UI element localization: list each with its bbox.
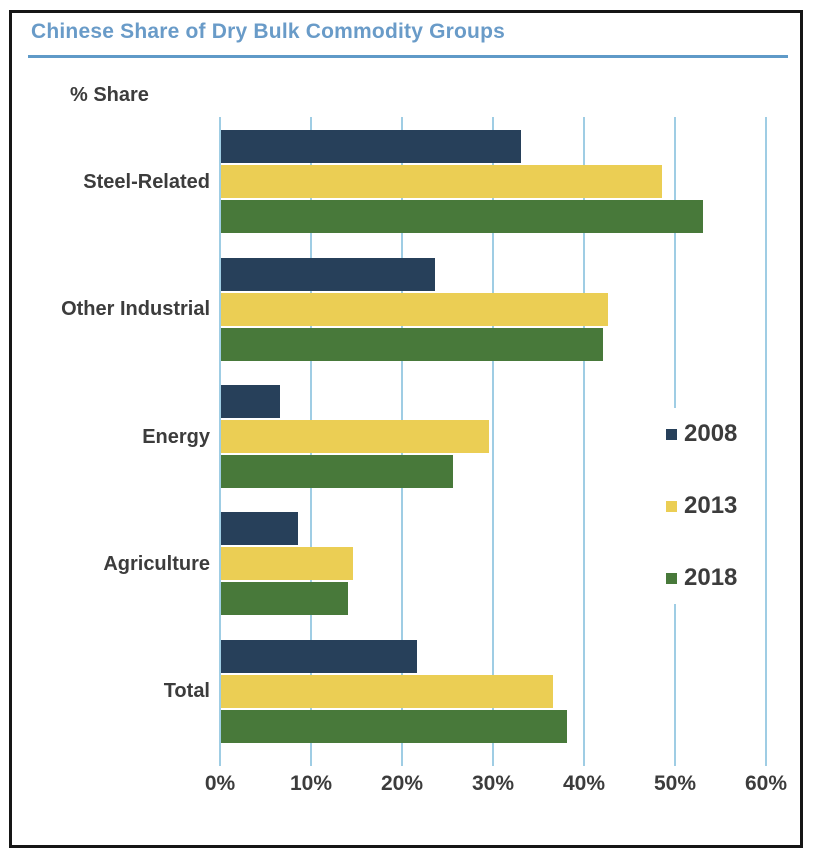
- legend-item-2018: 2018: [646, 566, 764, 590]
- bar-2018-other-industrial: [221, 327, 604, 361]
- x-tick-label: 30%: [471, 772, 515, 795]
- bar-2008-steel-related: [221, 130, 522, 164]
- legend-label-2008: 2008: [684, 420, 738, 447]
- bar-2013-steel-related: [221, 165, 663, 199]
- gridline-40%: [583, 117, 585, 766]
- legend-swatch-2013: [666, 500, 677, 512]
- legend-label-2013: 2013: [684, 492, 738, 519]
- x-tick-label: 20%: [380, 772, 424, 795]
- x-tick-label: 40%: [562, 772, 606, 795]
- legend-swatch-2018: [666, 572, 677, 584]
- category-label-total: Total: [163, 680, 210, 703]
- category-label-steel-related: Steel-Related: [83, 170, 210, 193]
- bar-2018-total: [221, 709, 567, 743]
- value-axis-label: % Share: [70, 84, 149, 106]
- bar-2013-other-industrial: [221, 292, 608, 326]
- bar-2008-agriculture: [221, 512, 299, 546]
- legend-item-2008: 2008: [646, 422, 764, 446]
- category-label-energy: Energy: [142, 425, 210, 448]
- title-underline: [28, 55, 788, 58]
- chart-legend: 2008 2013 2018: [646, 408, 764, 604]
- bar-2008-other-industrial: [221, 257, 435, 291]
- bar-2018-energy: [221, 455, 454, 488]
- x-tick-label: 0%: [204, 772, 236, 795]
- bar-2013-agriculture: [221, 547, 353, 581]
- legend-label-2018: 2018: [684, 564, 738, 591]
- chart-title: Chinese Share of Dry Bulk Commodity Grou…: [31, 20, 505, 43]
- bar-2013-energy: [221, 420, 490, 453]
- bar-2013-total: [221, 674, 554, 708]
- legend-swatch-2008: [666, 428, 677, 440]
- bar-2008-energy: [221, 385, 281, 418]
- bar-2018-steel-related: [221, 200, 704, 234]
- x-tick-label: 60%: [744, 772, 788, 795]
- bar-2018-agriculture: [221, 582, 349, 616]
- gridline-0%: [219, 117, 221, 766]
- legend-item-2013: 2013: [646, 494, 764, 518]
- gridline-60%: [765, 117, 767, 766]
- gridline-30%: [492, 117, 494, 766]
- bar-2008-total: [221, 639, 417, 673]
- x-tick-label: 50%: [653, 772, 697, 795]
- category-label-agriculture: Agriculture: [103, 552, 210, 575]
- x-tick-label: 10%: [289, 772, 333, 795]
- category-label-other-industrial: Other Industrial: [61, 298, 210, 321]
